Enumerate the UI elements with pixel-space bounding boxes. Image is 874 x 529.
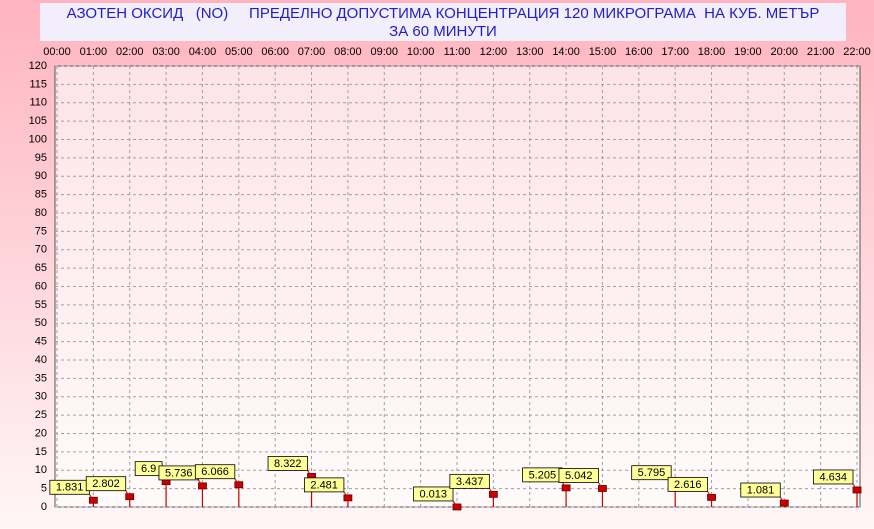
data-label: 4.634 — [819, 471, 847, 483]
label-box — [304, 477, 345, 493]
y-tick-label: 5 — [41, 483, 47, 495]
data-label: 3.437 — [456, 476, 484, 488]
y-tick-label: 40 — [35, 354, 47, 366]
x-tick-label: 11:00 — [444, 46, 471, 58]
x-tick-label: 01:00 — [80, 46, 108, 58]
data-label: 2.616 — [674, 479, 702, 491]
data-label: 8.322 — [274, 458, 302, 470]
x-tick-label: 05:00 — [225, 46, 253, 58]
data-label: 6.9 — [141, 463, 156, 475]
data-label: 5.205 — [529, 469, 557, 481]
leader-line — [198, 479, 203, 487]
leader-line — [307, 470, 312, 477]
y-tick-label: 30 — [35, 391, 47, 403]
chart-title: АЗОТЕН ОКСИД (NO) ПРЕДЕЛНО ДОПУСТИМА КОН… — [67, 5, 820, 22]
x-tick-label: 21:00 — [807, 46, 835, 58]
chart-subtitle: ЗА 60 МИНУТИ — [389, 23, 497, 40]
y-tick-label: 10 — [35, 464, 47, 476]
y-tick-label: 25 — [35, 409, 47, 421]
label-box — [85, 476, 127, 492]
leader-line — [343, 491, 349, 499]
leader-line — [452, 500, 458, 508]
x-tick-label: 14:00 — [552, 46, 580, 58]
y-tick-label: 120 — [29, 60, 47, 72]
y-tick-label: 35 — [35, 372, 47, 384]
x-tick-label: 10:00 — [407, 46, 435, 58]
data-label: 5.736 — [165, 467, 193, 479]
label-box — [267, 456, 308, 471]
y-tick-label: 20 — [35, 427, 47, 439]
x-tick-label: 04:00 — [189, 46, 217, 58]
data-label: 0.013 — [419, 488, 447, 500]
y-tick-label: 45 — [35, 336, 47, 348]
x-tick-label: 17:00 — [661, 46, 689, 58]
title-box — [40, 3, 846, 41]
y-tick-label: 80 — [35, 207, 47, 219]
data-label: 2.802 — [92, 478, 120, 490]
y-tick-label: 55 — [35, 299, 47, 311]
label-box — [667, 476, 708, 492]
x-tick-label: 15:00 — [589, 46, 617, 58]
x-tick-label: 16:00 — [625, 46, 653, 58]
leader-line — [779, 496, 785, 504]
leader-line — [125, 490, 131, 497]
y-tick-label: 110 — [29, 97, 47, 109]
x-tick-label: 19:00 — [734, 46, 762, 58]
x-tick-label: 02:00 — [116, 46, 144, 58]
y-tick-label: 95 — [35, 152, 47, 164]
y-tick-label: 75 — [35, 225, 47, 237]
label-box — [631, 465, 672, 481]
label-box — [740, 482, 781, 498]
x-tick-label: 00:00 — [43, 46, 71, 58]
label-box — [413, 486, 454, 502]
x-tick-label: 06:00 — [261, 46, 289, 58]
x-tick-label: 08:00 — [334, 46, 362, 58]
label-box — [813, 469, 854, 485]
y-tick-label: 85 — [35, 189, 47, 201]
x-tick-label: 12:00 — [480, 46, 508, 58]
data-label: 5.042 — [565, 470, 593, 482]
y-tick-label: 100 — [29, 133, 47, 145]
y-tick-label: 0 — [41, 501, 47, 513]
x-tick-label: 03:00 — [152, 46, 180, 58]
y-tick-label: 105 — [29, 115, 47, 127]
data-label: 1.831 — [56, 482, 84, 494]
x-tick-label: 07:00 — [298, 46, 326, 58]
leader-line — [88, 493, 94, 501]
y-tick-label: 90 — [35, 170, 47, 182]
leader-line — [234, 478, 240, 485]
label-box — [449, 473, 490, 489]
data-label: 5.795 — [638, 467, 666, 479]
leader-line — [561, 481, 567, 489]
y-tick-label: 50 — [35, 317, 47, 329]
leader-line — [707, 491, 712, 498]
y-tick-label: 60 — [35, 280, 47, 292]
data-label: 6.066 — [201, 466, 229, 478]
x-tick-label: 13:00 — [516, 46, 544, 58]
y-tick-label: 15 — [35, 446, 47, 458]
x-tick-label: 22:00 — [843, 46, 871, 58]
x-tick-label: 20:00 — [771, 46, 799, 58]
label-box — [558, 468, 599, 483]
data-label: 1.081 — [747, 484, 775, 496]
label-box — [194, 464, 236, 480]
x-tick-label: 18:00 — [698, 46, 726, 58]
leader-line — [488, 488, 494, 495]
leader-line — [598, 482, 603, 489]
data-label: 2.481 — [310, 479, 338, 491]
y-tick-label: 70 — [35, 244, 47, 256]
y-tick-label: 65 — [35, 262, 47, 274]
y-tick-label: 115 — [29, 78, 47, 90]
leader-line — [852, 483, 858, 491]
x-tick-label: 09:00 — [371, 46, 399, 58]
